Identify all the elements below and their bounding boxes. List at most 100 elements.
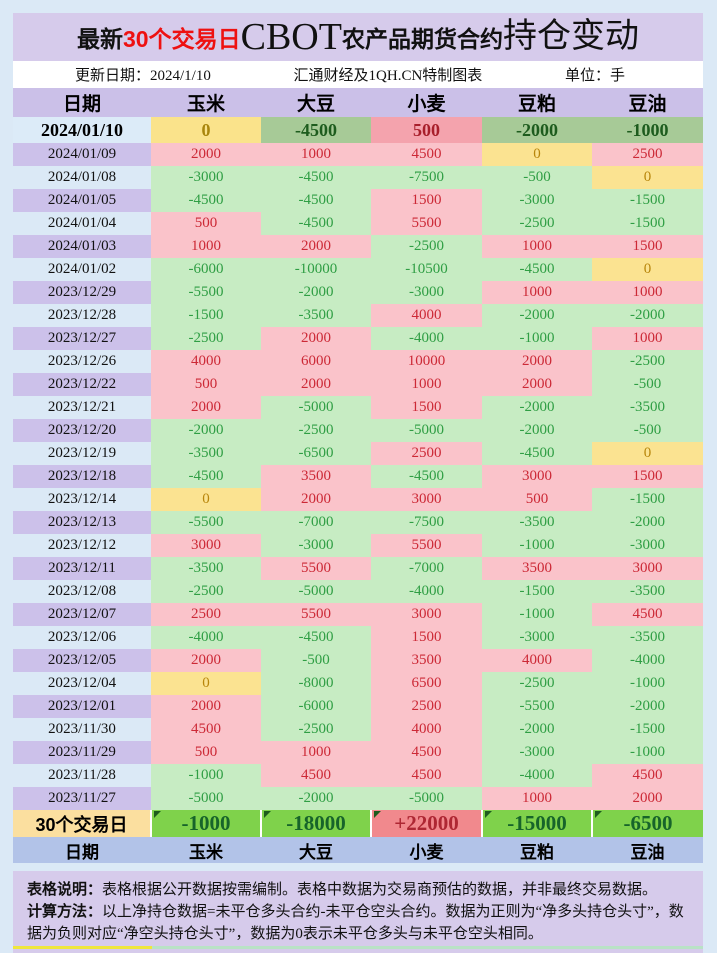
value-cell: -500 bbox=[261, 649, 371, 672]
date-cell: 2023/12/20 bbox=[13, 419, 151, 442]
value-cell: 1000 bbox=[482, 281, 592, 304]
value-cell: -1500 bbox=[482, 580, 592, 603]
value-cell: 1000 bbox=[261, 143, 371, 166]
value-cell: 500 bbox=[151, 212, 261, 235]
table-row: 2023/11/29 500 1000 4500 -3000 -1000 bbox=[13, 741, 703, 764]
column-header-4: 豆粕 bbox=[482, 88, 592, 117]
table-row: 2023/12/06 -4000 -4500 1500 -3000 -3500 bbox=[13, 626, 703, 649]
title-brand: CBOT bbox=[240, 16, 342, 58]
value-cell: -2000 bbox=[482, 419, 592, 442]
value-cell: 500 bbox=[151, 373, 261, 396]
value-cell: 4500 bbox=[371, 741, 482, 764]
value-cell: -3000 bbox=[482, 189, 592, 212]
value-cell: -3500 bbox=[482, 511, 592, 534]
date-cell: 2023/12/07 bbox=[13, 603, 151, 626]
table-row: 2023/12/19 -3500 -6500 2500 -4500 0 bbox=[13, 442, 703, 465]
value-cell: -4500 bbox=[261, 189, 371, 212]
value-cell: -3500 bbox=[592, 396, 703, 419]
table-row: 2023/12/21 2000 -5000 1500 -2000 -3500 bbox=[13, 396, 703, 419]
value-cell: 1500 bbox=[371, 189, 482, 212]
summary-value-cell: -15000 bbox=[481, 810, 592, 837]
value-cell: 3000 bbox=[151, 534, 261, 557]
value-cell: -3000 bbox=[482, 626, 592, 649]
date-cell: 2023/12/27 bbox=[13, 327, 151, 350]
value-cell: -2000 bbox=[592, 304, 703, 327]
value-cell: -3000 bbox=[151, 166, 261, 189]
value-cell: -5000 bbox=[261, 580, 371, 603]
date-cell: 2024/01/09 bbox=[13, 143, 151, 166]
value-cell: -4500 bbox=[371, 465, 482, 488]
value-cell: 4500 bbox=[371, 764, 482, 787]
column-header-date: 日期 bbox=[13, 88, 151, 117]
table-row: 2024/01/04 500 -4500 5500 -2500 -1500 bbox=[13, 212, 703, 235]
value-cell: 0 bbox=[592, 166, 703, 189]
value-cell: 1500 bbox=[371, 626, 482, 649]
value-cell: -1000 bbox=[592, 117, 703, 143]
table-row: 2024/01/02 -6000 -10000 -10500 -4500 0 bbox=[13, 258, 703, 281]
value-cell: -5000 bbox=[371, 419, 482, 442]
value-cell: 0 bbox=[151, 672, 261, 695]
value-cell: -4000 bbox=[371, 580, 482, 603]
bottom-header-date: 日期 bbox=[13, 837, 151, 863]
value-cell: 2500 bbox=[592, 143, 703, 166]
value-cell: 3000 bbox=[371, 603, 482, 626]
value-cell: 1000 bbox=[151, 235, 261, 258]
column-header-2: 大豆 bbox=[261, 88, 371, 117]
value-cell: -2500 bbox=[371, 235, 482, 258]
summary-label: 30个交易日 bbox=[13, 810, 151, 837]
summary-value-cell: -1000 bbox=[150, 810, 261, 837]
value-cell: -5500 bbox=[482, 695, 592, 718]
value-cell: 1500 bbox=[592, 465, 703, 488]
value-cell: -2000 bbox=[482, 718, 592, 741]
table-row: 2023/12/18 -4500 3500 -4500 3000 1500 bbox=[13, 465, 703, 488]
value-cell: -2500 bbox=[261, 718, 371, 741]
value-cell: 3500 bbox=[371, 649, 482, 672]
calc-method-label: 计算方法： bbox=[27, 903, 103, 921]
column-header-5: 豆油 bbox=[592, 88, 703, 117]
value-cell: 2000 bbox=[261, 235, 371, 258]
value-cell: -3000 bbox=[592, 534, 703, 557]
value-cell: -5000 bbox=[371, 787, 482, 810]
table-row: 2023/11/28 -1000 4500 4500 -4000 4500 bbox=[13, 764, 703, 787]
value-cell: 5500 bbox=[371, 212, 482, 235]
date-cell: 2023/12/08 bbox=[13, 580, 151, 603]
value-cell: -1000 bbox=[482, 534, 592, 557]
value-cell: -2500 bbox=[151, 580, 261, 603]
table-row: 2023/12/14 0 2000 3000 500 -1500 bbox=[13, 488, 703, 511]
date-cell: 2023/12/28 bbox=[13, 304, 151, 327]
value-cell: -2500 bbox=[482, 672, 592, 695]
table-row: 2023/12/11 -3500 5500 -7000 3500 3000 bbox=[13, 557, 703, 580]
date-cell: 2023/12/04 bbox=[13, 672, 151, 695]
value-cell: 0 bbox=[592, 258, 703, 281]
cutoff-label-cell bbox=[13, 946, 152, 949]
info-bar: 更新日期：2024/1/10 汇通财经及1QH.CN特制图表 单位：手 bbox=[13, 61, 703, 88]
value-cell: -4000 bbox=[592, 649, 703, 672]
value-cell: -2500 bbox=[151, 327, 261, 350]
date-cell: 2023/11/28 bbox=[13, 764, 151, 787]
table-row: 2023/12/29 -5500 -2000 -3000 1000 1000 bbox=[13, 281, 703, 304]
table-row: 2023/12/12 3000 -3000 5500 -1000 -3000 bbox=[13, 534, 703, 557]
table-row: 2023/12/28 -1500 -3500 4000 -2000 -2000 bbox=[13, 304, 703, 327]
value-cell: 4000 bbox=[371, 718, 482, 741]
value-cell: 4500 bbox=[371, 143, 482, 166]
date-cell: 2023/12/11 bbox=[13, 557, 151, 580]
value-cell: 6500 bbox=[371, 672, 482, 695]
date-cell: 2023/12/05 bbox=[13, 649, 151, 672]
value-cell: -500 bbox=[592, 373, 703, 396]
date-cell: 2023/12/01 bbox=[13, 695, 151, 718]
value-cell: 2000 bbox=[261, 327, 371, 350]
cutoff-value-cells bbox=[152, 946, 703, 949]
value-cell: 3000 bbox=[482, 465, 592, 488]
value-cell: -1000 bbox=[482, 603, 592, 626]
table-row: 2023/12/22 500 2000 1000 2000 -500 bbox=[13, 373, 703, 396]
value-cell: -2000 bbox=[592, 695, 703, 718]
value-cell: -2000 bbox=[592, 511, 703, 534]
title-mid: 农产品期货合约 bbox=[341, 26, 503, 52]
value-cell: 5500 bbox=[261, 603, 371, 626]
value-cell: 2000 bbox=[592, 787, 703, 810]
date-cell: 2023/11/29 bbox=[13, 741, 151, 764]
value-cell: -2000 bbox=[482, 304, 592, 327]
footer-notes: 表格说明：表格根据公开数据按需编制。表格中数据为交易商预估的数据，并非最终交易数… bbox=[13, 871, 703, 953]
value-cell: 0 bbox=[151, 117, 261, 143]
value-cell: -5000 bbox=[151, 787, 261, 810]
